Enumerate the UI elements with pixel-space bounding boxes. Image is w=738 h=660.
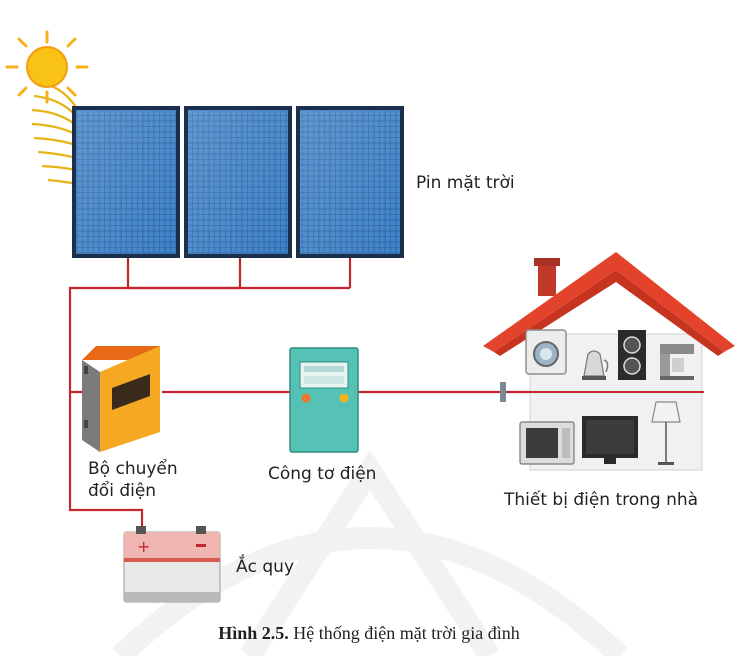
label-inverter-line2: đổi điện — [88, 481, 157, 501]
speaker-icon — [618, 330, 646, 380]
label-home-devices: Thiết bị điện trong nhà — [504, 490, 699, 510]
kettle-icon — [582, 350, 609, 380]
svg-text:+: + — [137, 537, 150, 556]
coffee-machine-icon — [660, 344, 694, 380]
solar-panel-left — [72, 106, 180, 258]
label-solar-panel: Pin mặt trời — [416, 173, 515, 193]
floor-lamp-icon — [651, 401, 681, 465]
washing-machine-icon — [525, 329, 567, 375]
microwave-icon — [519, 421, 575, 465]
label-meter: Công tơ điện — [268, 464, 377, 484]
figure-caption: Hình 2.5. Hệ thống điện mặt trời gia đìn… — [0, 623, 738, 644]
battery: + — [123, 526, 221, 603]
label-battery: Ắc quy — [236, 557, 295, 577]
solar-panel-middle — [184, 106, 292, 258]
figure-title: Hệ thống điện mặt trời gia đình — [288, 623, 520, 643]
inverter-box — [82, 346, 160, 452]
solar-panel-right — [296, 106, 404, 258]
tv-icon — [582, 416, 638, 464]
label-inverter-line1: Bộ chuyển — [88, 459, 178, 479]
figure-number: Hình 2.5. — [218, 623, 289, 643]
electric-meter — [289, 347, 359, 453]
